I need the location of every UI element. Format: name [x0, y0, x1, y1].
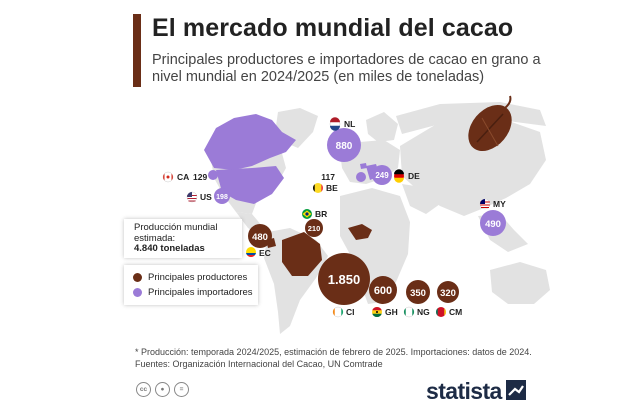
bubble-de: 249	[372, 165, 392, 185]
statista-logo-icon	[506, 380, 526, 400]
label-cm: CM	[449, 307, 462, 317]
bubble-my: 490	[480, 210, 506, 236]
page-subtitle: Principales productores e importadores d…	[152, 52, 541, 85]
svg-text:480: 480	[252, 232, 268, 243]
svg-text:198: 198	[216, 194, 228, 201]
label-de: DE	[408, 171, 420, 181]
world-production-box: Producción mundial estimada: 4.840 tonel…	[124, 219, 242, 258]
label-ca: CA	[177, 172, 189, 182]
page-title: El mercado mundial del cacao	[152, 14, 514, 42]
legend-producers-label: Principales productores	[148, 272, 248, 283]
flag-cm-icon	[436, 307, 446, 317]
flag-nl-icon	[329, 117, 341, 131]
label-ng: NG	[417, 307, 430, 317]
production-value: 4.840 toneladas	[134, 243, 205, 254]
africa-shape	[340, 188, 410, 304]
svg-text:320: 320	[440, 288, 456, 299]
label-ci: CI	[346, 307, 355, 317]
label-us: US	[200, 192, 212, 202]
flag-us-icon	[186, 191, 198, 203]
license-icons[interactable]: cc ● =	[136, 382, 189, 397]
australia-shape	[490, 262, 550, 304]
importer-dot-icon	[133, 288, 142, 297]
bubble-ng: 350	[406, 280, 430, 304]
equals-icon[interactable]: =	[174, 382, 189, 397]
bubble-ci: 1.850	[318, 253, 370, 305]
label-nl: NL	[344, 119, 355, 129]
bubble-gh: 600	[369, 276, 397, 304]
scandinavia-shape	[366, 112, 398, 142]
legend: Principales productores Principales impo…	[124, 265, 258, 305]
svg-text:880: 880	[336, 141, 353, 152]
bubble-cm: 320	[437, 281, 459, 303]
cocoa-bean-icon	[468, 95, 512, 152]
flag-my-icon	[479, 198, 491, 210]
footnote: * Producción: temporada 2024/2025, estim…	[135, 346, 555, 370]
canada-region	[204, 114, 296, 170]
label-gh: GH	[385, 307, 398, 317]
usa-region	[216, 166, 284, 204]
svg-text:350: 350	[410, 288, 426, 299]
bubble-ca	[208, 170, 218, 180]
title-accent-bar	[133, 14, 141, 87]
flag-gh-icon	[372, 307, 382, 317]
value-ca: 129	[193, 172, 207, 182]
production-label: Producción mundial estimada:	[134, 222, 218, 244]
svg-text:600: 600	[374, 285, 392, 297]
label-be: BE	[326, 183, 338, 193]
brazil-region	[282, 232, 322, 276]
bubble-ec: 480	[248, 224, 272, 248]
svg-text:210: 210	[308, 224, 321, 233]
label-ec: EC	[259, 248, 271, 258]
asia-shape	[400, 118, 546, 216]
legend-producers: Principales productores	[133, 270, 258, 285]
flag-be-icon	[313, 183, 323, 193]
legend-importers: Principales importadores	[133, 285, 258, 300]
bubble-us: 198	[214, 188, 230, 204]
flag-ci-icon	[332, 306, 344, 318]
bubble-nl: 880	[327, 128, 361, 162]
bubble-be	[356, 172, 366, 182]
footnote-line-1: * Producción: temporada 2024/2025, estim…	[135, 347, 532, 357]
flag-de-icon	[394, 169, 404, 183]
flag-br-icon	[302, 209, 312, 219]
footnote-sources: Fuentes: Organización Internacional del …	[135, 359, 383, 369]
flag-ec-icon	[246, 247, 256, 257]
svg-text:490: 490	[485, 219, 501, 230]
flag-ng-icon	[403, 306, 415, 318]
cc-icon[interactable]: cc	[136, 382, 151, 397]
flag-ca-icon	[162, 171, 174, 183]
bubble-br: 210	[305, 219, 323, 237]
label-br: BR	[315, 209, 327, 219]
statista-logo[interactable]: statista	[426, 378, 502, 404]
svg-text:1.850: 1.850	[328, 272, 361, 287]
person-icon[interactable]: ●	[155, 382, 170, 397]
netherlands-region	[360, 163, 367, 169]
svg-text:249: 249	[375, 171, 389, 180]
west-africa-region	[348, 224, 372, 240]
value-be: 117	[321, 172, 335, 182]
label-my: MY	[493, 199, 506, 209]
producer-dot-icon	[133, 273, 142, 282]
middle-east-shape	[402, 184, 440, 214]
legend-importers-label: Principales importadores	[148, 287, 253, 298]
